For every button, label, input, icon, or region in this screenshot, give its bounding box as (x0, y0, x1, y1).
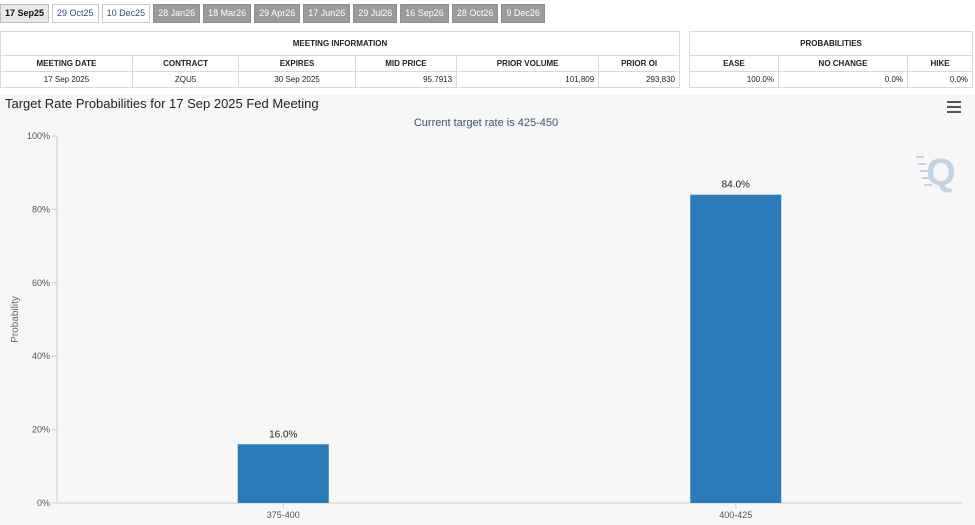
col-no-change: NO CHANGE (778, 55, 908, 72)
tab-18-mar26[interactable]: 18 Mar26 (203, 4, 252, 23)
meeting-information-heading: MEETING INFORMATION (0, 31, 680, 56)
chart-title: Target Rate Probabilities for 17 Sep 202… (5, 96, 319, 111)
col-expires: EXPIRES (238, 55, 356, 72)
meeting-information-table: MEETING INFORMATION MEETING DATE CONTRAC… (0, 31, 680, 88)
y-tick-label: 20% (32, 425, 50, 435)
tab-29-oct25[interactable]: 29 Oct25 (52, 4, 99, 23)
chart-panel: Current target rate is 425-450 0% 20% 40% 60… (0, 95, 975, 525)
tab-16-sep26[interactable]: 16 Sep26 (400, 4, 449, 23)
chart-subtitle: Current target rate is 425-450 (414, 117, 558, 129)
probability-chart: Current target rate is 425-450 0% 20% 40% 60… (10, 117, 962, 520)
data-label-400-425: 84.0% (722, 180, 750, 191)
tab-29-apr26[interactable]: 29 Apr26 (254, 4, 301, 23)
tab-28-oct26[interactable]: 28 Oct26 (451, 4, 499, 23)
bar-400-425 (690, 194, 782, 503)
probabilities-heading: PROBABILITIES (689, 31, 973, 56)
tab-9-dec26[interactable]: 9 Dec26 (501, 4, 545, 23)
y-tick-label: 40% (32, 351, 50, 361)
cell-ease: 100.0% (689, 71, 779, 88)
quikstrike-q-logo: Q (916, 152, 956, 194)
y-tick-label: 0% (37, 498, 50, 508)
tab-28-jan26[interactable]: 28 Jan26 (153, 4, 201, 23)
y-tick-label: 80% (32, 204, 50, 214)
cell-prior-volume: 101,809 (456, 71, 600, 88)
y-axis-label: Probability (10, 296, 21, 343)
col-meeting-date: MEETING DATE (0, 55, 133, 72)
col-mid-price: MID PRICE (354, 55, 458, 72)
cell-prior-oi: 293,830 (598, 71, 680, 88)
col-prior-oi: PRIOR OI (598, 55, 680, 72)
tab-29-jul26[interactable]: 29 Jul26 (353, 4, 398, 23)
probabilities-table: PROBABILITIES EASE NO CHANGE HIKE 100.0%… (689, 31, 973, 88)
table-row: 100.0% 0.0% 0.0% (689, 71, 973, 88)
y-tick-label: 100% (27, 131, 50, 141)
col-hike: HIKE (907, 55, 973, 72)
hamburger-menu-icon[interactable] (947, 101, 961, 113)
data-label-375-400: 16.0% (269, 429, 297, 440)
meeting-tabs: 17 Sep25 29 Oct25 10 Dec25 28 Jan26 18 Mar26… (0, 4, 545, 23)
cell-contract: ZQU5 (131, 71, 240, 88)
col-contract: CONTRACT (131, 55, 240, 72)
x-tick-label: 375-400 (267, 510, 300, 520)
cell-expires: 30 Sep 2025 (238, 71, 356, 88)
tab-17-jun26[interactable]: 17 Jun26 (303, 4, 351, 23)
x-tick-label: 400-425 (719, 510, 752, 520)
col-ease: EASE (689, 55, 779, 72)
tab-10-dec25[interactable]: 10 Dec25 (101, 4, 151, 23)
cell-no-change: 0.0% (778, 71, 908, 88)
cell-meeting-date: 17 Sep 2025 (0, 71, 133, 88)
table-row: 17 Sep 2025 ZQU5 30 Sep 2025 95.7913 101… (0, 71, 680, 88)
bar-375-400 (237, 444, 329, 503)
tab-17-sep25[interactable]: 17 Sep25 (0, 4, 50, 23)
cell-mid-price: 95.7913 (354, 71, 458, 88)
watermark-q-glyph: Q (926, 152, 956, 194)
col-prior-volume: PRIOR VOLUME (456, 55, 600, 72)
y-tick-label: 60% (32, 278, 50, 288)
cell-hike: 0.0% (907, 71, 973, 88)
